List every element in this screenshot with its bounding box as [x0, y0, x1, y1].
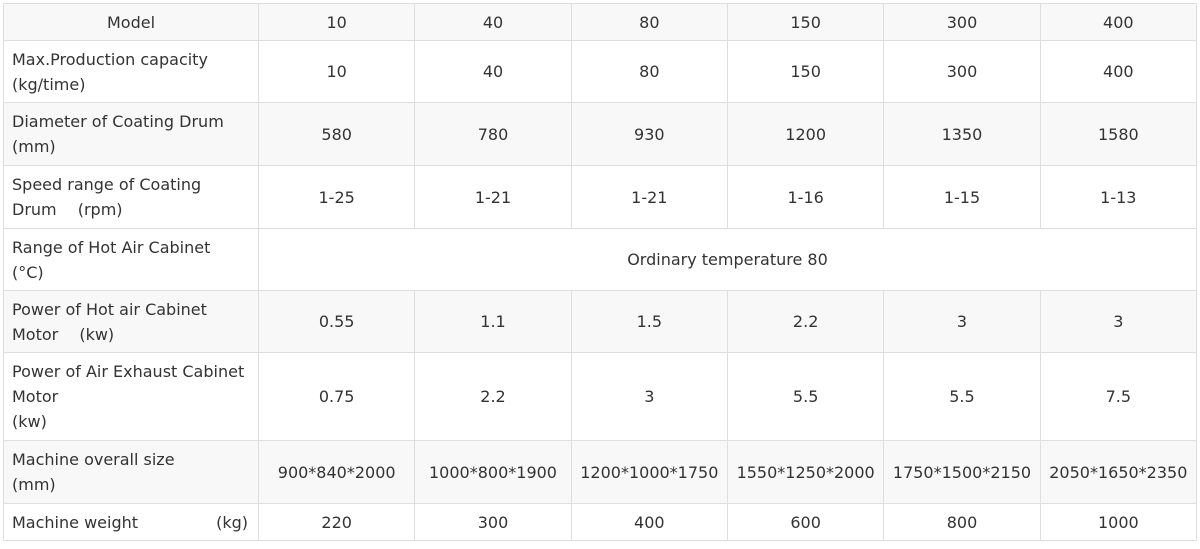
row-label-line: (mm) [12, 137, 56, 156]
row-label-line: Max.Production capacity [12, 49, 208, 69]
value-cell: 580 [257, 102, 416, 166]
table-row: Machine overall size (mm) 900*840*2000 1000… [3, 440, 1198, 504]
row-label: Speed range of Coating Drum (rpm) [3, 165, 259, 229]
value-cell: 1-15 [883, 165, 1041, 229]
row-label-line: (mm) [12, 475, 56, 494]
table-row: Diameter of Coating Drum (mm) 580 780 930 120… [3, 102, 1198, 166]
value-cell: 5.5 [726, 352, 885, 441]
table-row: Max.Production capacity (kg/time) 10 40 80 15… [3, 40, 1198, 103]
row-label-line: Speed range of Coating [12, 175, 202, 194]
value-cell: 1200 [726, 102, 885, 166]
table-row-header: Model 10 40 80 150 300 400 [3, 3, 1198, 41]
value-cell: 1-21 [414, 165, 572, 229]
value-cell: 220 [257, 503, 416, 541]
header-cell-model-value: 10 [257, 3, 416, 41]
value-cell: 80 [570, 40, 728, 103]
row-label-line: (°C) [12, 262, 44, 282]
table-row: Machine weight (kg) 220 300 400 600 800 1000 [3, 503, 1198, 541]
header-cell-model-value: 150 [726, 3, 885, 41]
value-cell: 400 [570, 503, 728, 541]
table-row: Range of Hot Air Cabinet (°C) Ordinary tem… [3, 228, 1197, 291]
value-cell: 0.55 [257, 290, 416, 353]
row-label: Max.Production capacity (kg/time) [3, 40, 259, 103]
value-cell: 800 [883, 503, 1041, 541]
value-cell: 1580 [1039, 102, 1198, 166]
row-label: Range of Hot Air Cabinet (°C) [3, 228, 259, 291]
value-cell: 1750*1500*2150 [883, 440, 1041, 504]
row-label-line: (kw) [12, 412, 47, 431]
value-cell: 930 [570, 102, 728, 166]
value-cell: 780 [414, 102, 572, 166]
row-label-line: Power of Air Exhaust Cabinet [12, 362, 245, 381]
value-cell: 900*840*2000 [257, 440, 416, 504]
value-cell: 1-16 [726, 165, 885, 229]
value-cell: 10 [257, 40, 416, 103]
row-label-line: Machine overall size [12, 450, 175, 469]
row-label-line: Diameter of Coating Drum [12, 112, 224, 131]
row-label-line: Range of Hot Air Cabinet [12, 237, 211, 257]
value-cell: 1200*1000*1750 [570, 440, 728, 504]
value-cell: 5.5 [883, 352, 1041, 441]
value-cell: 2050*1650*2350 [1039, 440, 1198, 504]
row-label: Machine overall size (mm) [3, 440, 259, 504]
value-cell: 3 [1039, 290, 1198, 353]
table-row: Power of Hot air Cabinet Motor (kw) 0.55 1.… [3, 290, 1198, 353]
value-cell: 400 [1039, 40, 1198, 103]
table-row: Speed range of Coating Drum (rpm) 1-25 1-21… [3, 165, 1198, 229]
value-cell: 2.2 [726, 290, 885, 353]
value-cell: 1.1 [414, 290, 572, 353]
row-label-line: Drum (rpm) [12, 200, 123, 219]
value-cell: 1-25 [257, 165, 416, 229]
value-cell: 1-21 [570, 165, 728, 229]
specification-table: Model 10 40 80 150 300 400 Max.Production capac… [3, 3, 1198, 541]
value-cell: 300 [883, 40, 1041, 103]
row-label-line: Motor (kw) [12, 324, 115, 344]
value-cell: 1550*1250*2000 [726, 440, 885, 504]
value-cell: 300 [414, 503, 572, 541]
row-label: Power of Hot air Cabinet Motor (kw) [3, 290, 259, 353]
value-cell: 2.2 [414, 352, 572, 441]
row-label-line: Machine weight [12, 512, 139, 532]
value-cell: 3 [883, 290, 1041, 353]
value-cell: 1350 [883, 102, 1041, 166]
header-cell-model-value: 40 [414, 3, 572, 41]
row-label: Diameter of Coating Drum (mm) [3, 102, 259, 166]
table-row: Power of Air Exhaust Cabinet Motor (kw) 0.7… [3, 352, 1198, 441]
value-cell: 7.5 [1039, 352, 1198, 441]
row-label: Power of Air Exhaust Cabinet Motor (kw) [3, 352, 259, 441]
value-cell: 1000 [1039, 503, 1198, 541]
row-label-line: Motor [12, 387, 59, 406]
row-label-line: (kg/time) [12, 74, 86, 94]
value-cell: 0.75 [257, 352, 416, 441]
value-cell: 40 [414, 40, 572, 103]
value-cell: 3 [570, 352, 728, 441]
value-cell: 1000*800*1900 [414, 440, 572, 504]
header-cell-model-value: 80 [570, 3, 728, 41]
header-cell-model: Model [3, 3, 259, 41]
header-cell-model-value: 400 [1039, 3, 1198, 41]
row-label-unit: (kg) [216, 512, 248, 532]
row-label: Machine weight (kg) [3, 503, 259, 541]
value-cell: 600 [726, 503, 885, 541]
row-label-line: Power of Hot air Cabinet [12, 299, 207, 319]
value-cell: 150 [726, 40, 885, 103]
header-cell-model-value: 300 [883, 3, 1041, 41]
value-cell: 1-13 [1039, 165, 1198, 229]
value-cell: 1.5 [570, 290, 728, 353]
merged-value-cell: Ordinary temperature 80 [258, 228, 1197, 291]
